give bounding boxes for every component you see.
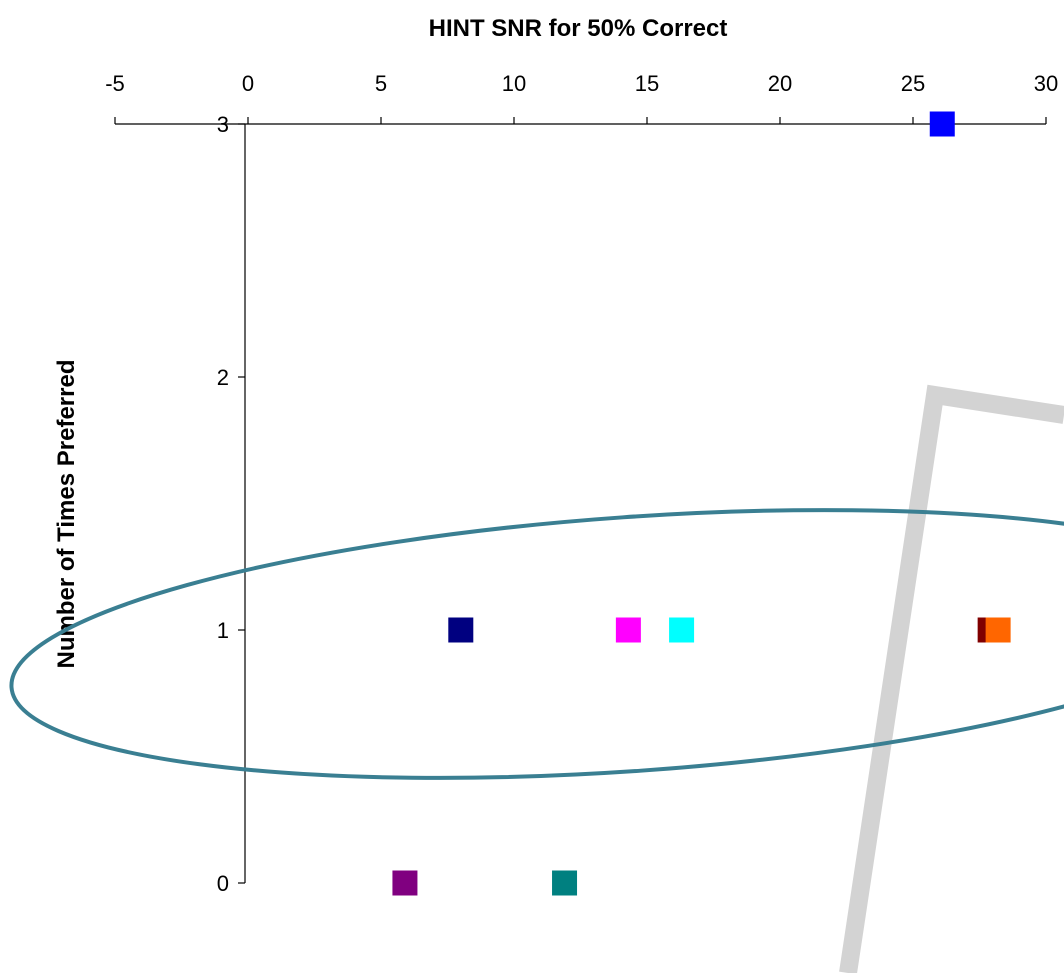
x-tick-label: 15 [635, 71, 659, 96]
data-point [615, 617, 641, 643]
x-tick-label: 20 [768, 71, 792, 96]
y-axis: 0 1 2 3 [217, 112, 246, 896]
x-tick-label: 30 [1034, 71, 1058, 96]
x-tick-label: 10 [502, 71, 526, 96]
data-point [552, 870, 578, 896]
data-point [448, 617, 474, 643]
y-tick-label: 0 [217, 871, 229, 896]
gray-bracket-annotation [839, 384, 1064, 973]
data-point [669, 617, 695, 643]
x-tick-label: 0 [242, 71, 254, 96]
y-tick-label: 3 [217, 112, 229, 137]
x-tick-label: 25 [901, 71, 925, 96]
x-axis: -5 0 5 10 15 20 25 30 [105, 71, 1058, 125]
y-tick-label: 1 [217, 618, 229, 643]
y-axis-title: Number of Times Preferred [53, 360, 80, 669]
x-tick-label: -5 [105, 71, 125, 96]
data-point [392, 870, 418, 896]
data-points [392, 111, 1011, 896]
data-point [985, 617, 1011, 643]
y-tick-label: 2 [217, 365, 229, 390]
x-axis-title: HINT SNR for 50% Correct [429, 15, 728, 42]
data-point [929, 111, 955, 137]
x-tick-label: 5 [375, 71, 387, 96]
highlight-ellipse-annotation [9, 508, 1064, 780]
